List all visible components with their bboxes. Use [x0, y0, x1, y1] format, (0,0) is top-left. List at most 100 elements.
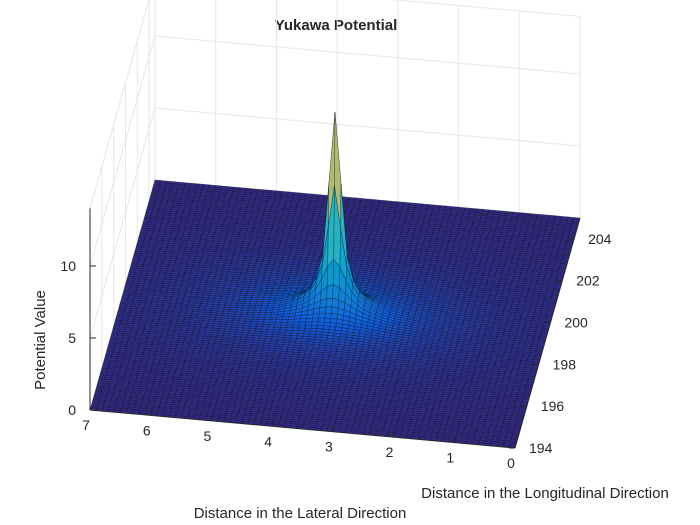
surface-patch [243, 303, 251, 307]
surface-patch [266, 288, 274, 291]
surface-patch [311, 321, 319, 326]
surface-patch [325, 306, 333, 314]
surface-patch [246, 314, 254, 318]
surface-patch [258, 312, 267, 316]
surface-patch [332, 284, 340, 301]
surface-patch [293, 321, 301, 326]
surface-patch [278, 286, 286, 289]
surface-patch [242, 305, 250, 309]
surface-patch [279, 285, 287, 288]
surface-patch [272, 288, 280, 291]
surface-patch [282, 316, 290, 320]
surface-patch [247, 310, 255, 313]
surface-patch [247, 307, 256, 311]
surface-patch [304, 325, 312, 329]
surface-patch [254, 305, 262, 309]
surface-patch [306, 313, 314, 319]
surface-patch [291, 285, 299, 288]
surface-patch [326, 284, 334, 299]
surface-patch [305, 321, 313, 326]
surface-plot [89, 112, 581, 449]
surface-patch [235, 307, 243, 311]
surface-patch [264, 291, 273, 295]
surface-patch [297, 327, 306, 332]
surface-patch [305, 318, 313, 323]
surface-patch [275, 319, 283, 323]
surface-patch [237, 303, 245, 306]
surface-patch [281, 319, 289, 323]
surface-patch [257, 297, 265, 300]
back-wall-edge [89, 0, 150, 209]
surface-patch [300, 314, 308, 319]
surface-patch [263, 295, 271, 298]
surface-patch [241, 307, 250, 311]
surface-patch [280, 322, 289, 326]
surface-patch [285, 327, 293, 331]
surface-patch [263, 317, 271, 320]
surface-patch [258, 291, 266, 295]
surface-patch [263, 319, 271, 323]
surface-patch [243, 301, 251, 305]
surface-patch [257, 295, 265, 298]
surface-patch [264, 293, 272, 297]
surface-patch [238, 297, 246, 300]
surface-patch [269, 319, 277, 323]
surface-patch [248, 305, 256, 309]
surface-patch [264, 314, 272, 318]
surface-patch [299, 321, 307, 326]
surface-patch [271, 290, 279, 293]
surface-patch [274, 324, 282, 328]
surface-patch [246, 312, 254, 315]
surface-patch [258, 314, 266, 318]
surface-patch [292, 324, 300, 329]
surface-patch [262, 321, 270, 325]
surface-patch [324, 312, 332, 319]
surface-patch [260, 307, 268, 311]
surface-patch [323, 322, 331, 327]
surface-patch [237, 301, 245, 304]
surface-patch [310, 325, 318, 329]
surface-patch [273, 327, 281, 331]
surface-patch [316, 328, 324, 333]
surface-patch [254, 308, 262, 311]
surface-patch [253, 310, 261, 313]
surface-patch [241, 309, 249, 313]
surface-patch [257, 317, 265, 320]
surface-patch [284, 286, 292, 289]
surface-patch [257, 319, 265, 323]
surface-patch [318, 312, 326, 319]
surface-patch [294, 315, 302, 320]
surface-patch [291, 327, 299, 331]
surface-patch [252, 312, 261, 316]
surface-patch [255, 324, 264, 327]
surface-patch [331, 306, 339, 315]
surface-patch [271, 311, 279, 315]
surface-patch [280, 324, 288, 328]
surface-patch [265, 312, 273, 316]
surface-patch [269, 316, 278, 320]
surface-patch [252, 314, 260, 318]
surface-patch [297, 330, 305, 334]
back-wall-edge [390, 0, 581, 17]
surface-patch [265, 309, 273, 313]
surface-patch [317, 317, 326, 323]
surface-patch [249, 301, 257, 305]
surface-patch [316, 325, 324, 330]
surface-patch [287, 319, 295, 323]
surface-patch [250, 299, 258, 303]
surface-patch [312, 313, 320, 319]
surface-patch [325, 298, 333, 308]
surface-patch [256, 321, 264, 325]
surface-patch [268, 324, 276, 328]
surface-patch [323, 317, 332, 323]
surface-patch [277, 290, 285, 293]
surface-patch [255, 301, 263, 305]
surface-patch [251, 316, 259, 320]
surface-patch [290, 287, 299, 289]
surface-patch [276, 314, 284, 318]
surface-patch [293, 318, 301, 323]
surface-patch [330, 313, 338, 320]
surface-patch [278, 288, 286, 291]
surface-patch [240, 291, 248, 294]
